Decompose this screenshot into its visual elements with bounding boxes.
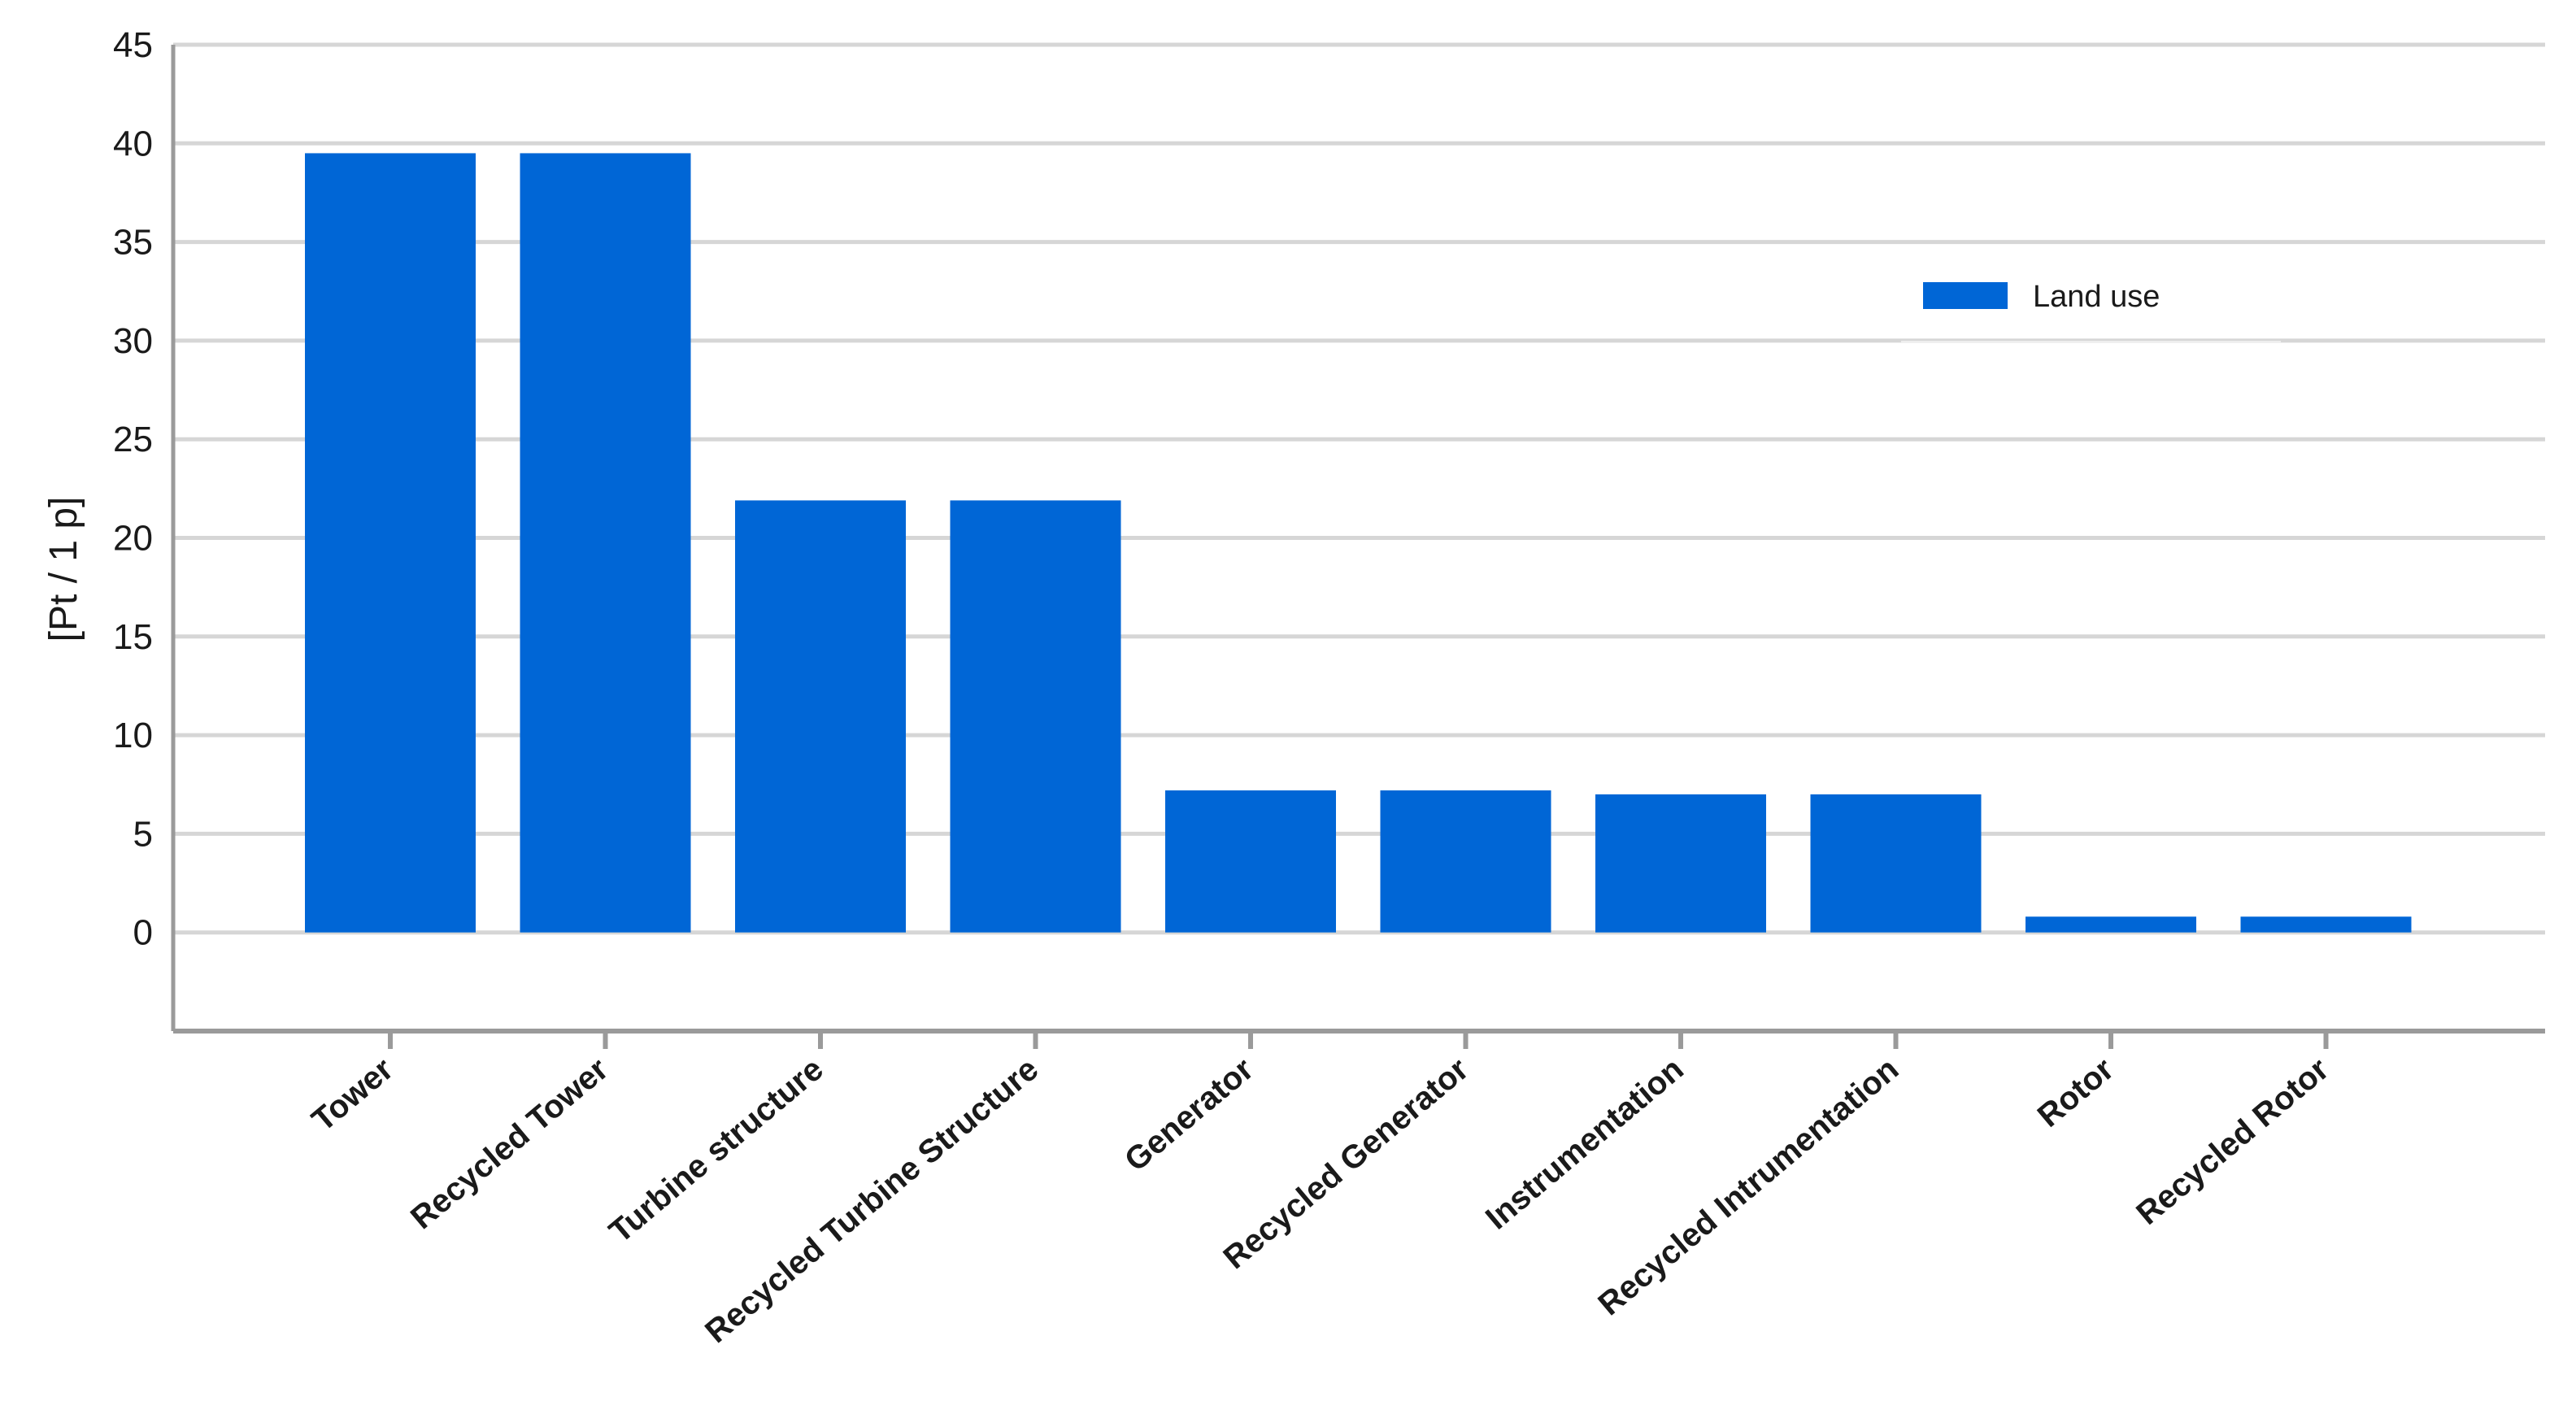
y-tick-label: 20 [113, 519, 153, 559]
y-axis-title: [Pt / 1 p] [42, 497, 85, 642]
y-tick-labels: 45 40 35 30 25 20 15 10 5 0 [113, 25, 153, 953]
bar [1380, 790, 1551, 933]
bar [950, 500, 1121, 933]
legend-swatch [1923, 282, 2008, 309]
bar [305, 153, 476, 933]
bar [2240, 916, 2412, 933]
x-tick-label: Generator [1118, 1051, 1260, 1179]
bar [1165, 790, 1336, 933]
y-tick-label: 15 [113, 617, 153, 657]
x-tick-label: Instrumentation [1479, 1051, 1690, 1237]
x-tick-label: Recycled Generator [1216, 1051, 1475, 1277]
x-tick-label: Recycled Turbine Structure [698, 1051, 1045, 1351]
x-tick-label: Rotor [2031, 1051, 2121, 1134]
y-tick-label: 45 [113, 25, 153, 65]
bar [1595, 794, 1766, 933]
y-tick-label: 5 [133, 814, 153, 854]
y-tick-label: 35 [113, 223, 153, 263]
bar [520, 153, 691, 933]
y-tick-label: 30 [113, 321, 153, 361]
y-tick-label: 40 [113, 124, 153, 163]
x-tick-label: Turbine structure [603, 1051, 830, 1251]
bars [305, 153, 2412, 933]
legend-label: Land use [2033, 280, 2160, 314]
x-tick-label: Recycled Tower [404, 1051, 615, 1237]
bar [2026, 916, 2196, 933]
y-tick-label: 25 [113, 420, 153, 459]
axes [171, 45, 2545, 1034]
y-tick-label: 10 [113, 716, 153, 755]
bar [1810, 794, 1982, 933]
bar [735, 500, 906, 933]
x-tick-label: Tower [306, 1051, 400, 1139]
y-tick-label: 0 [133, 913, 153, 953]
x-tick-label: Recycled Rotor [2130, 1051, 2335, 1232]
legend: Land use [1901, 280, 2281, 342]
